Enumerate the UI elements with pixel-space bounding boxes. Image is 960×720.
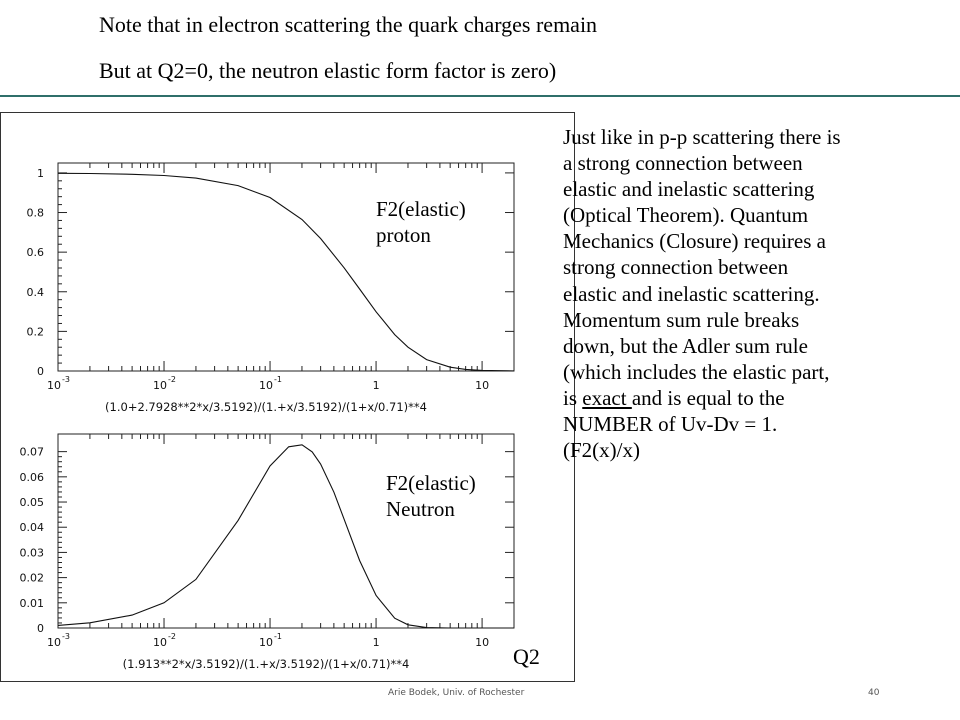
slide-heading-line-2: But at Q2=0, the neutron elastic form fa… — [99, 58, 557, 83]
proton-label-line-1: F2(elastic) — [376, 197, 466, 221]
underlined-exact: exact — [582, 385, 632, 410]
y-tick-label: 0.01 — [20, 597, 45, 610]
body-text-fragment: and is equal to the — [631, 385, 785, 410]
proton-curve-label: F2(elastic) proton — [376, 196, 466, 248]
x-tick-exponent: -2 — [168, 375, 176, 384]
body-line: (Optical Theorem). Quantum — [563, 203, 809, 228]
body-line: NUMBER of Uv-Dv = 1. — [563, 412, 778, 437]
body-line: strong connection between — [563, 255, 789, 280]
x-tick-label: 10 — [259, 636, 273, 649]
body-line: is exact and is equal to the — [563, 385, 948, 411]
y-tick-label: 0.03 — [20, 546, 45, 559]
x-tick-exponent: -1 — [274, 375, 282, 384]
x-tick-label: 10 — [47, 379, 61, 392]
body-line: down, but the Adler sum rule — [563, 333, 808, 358]
x-tick-label: 10 — [47, 636, 61, 649]
q2-axis-note: Q2 — [513, 644, 540, 669]
neutron-label-line-1: F2(elastic) — [386, 471, 476, 495]
x-tick-label: 10 — [153, 636, 167, 649]
y-tick-label: 1 — [37, 167, 44, 180]
y-tick-label: 0.04 — [20, 521, 45, 534]
x-tick-label: 10 — [475, 636, 489, 649]
proton-label-line-2: proton — [376, 223, 431, 247]
x-tick-exponent: -3 — [62, 632, 70, 641]
x-tick-label: 10 — [153, 379, 167, 392]
plot-panel-border — [0, 112, 575, 682]
body-text-fragment: is — [563, 385, 583, 410]
body-line: elastic and inelastic scattering — [563, 177, 815, 202]
neutron-curve-label: F2(elastic) Neutron — [386, 470, 476, 522]
body-line: (which includes the elastic part, — [563, 359, 830, 384]
explanation-text: Just like in p-p scattering there is a s… — [563, 124, 948, 463]
slide-heading-line-1: Note that in electron scattering the qua… — [99, 12, 598, 37]
y-tick-label: 0.05 — [20, 496, 45, 509]
accent-divider — [0, 95, 960, 97]
plot-axes-frame — [57, 433, 515, 629]
x-tick-label: 1 — [373, 636, 380, 649]
y-tick-label: 0.2 — [27, 325, 45, 338]
x-tick-label: 10 — [475, 379, 489, 392]
x-tick-label: 1 — [373, 379, 380, 392]
x-tick-label: 10 — [259, 379, 273, 392]
y-tick-label: 0 — [37, 622, 44, 635]
x-tick-exponent: -3 — [62, 375, 70, 384]
neutron-label-line-2: Neutron — [386, 497, 455, 521]
x-axis-formula: (1.913**2*x/3.5192)/(1.+x/3.5192)/(1+x/0… — [123, 657, 410, 671]
y-tick-label: 0.8 — [27, 207, 45, 220]
series-curve — [57, 444, 514, 629]
body-line: Just like in p-p scattering there is — [563, 125, 841, 149]
y-tick-label: 0.02 — [20, 572, 45, 585]
x-axis-formula: (1.0+2.7928**2*x/3.5192)/(1.+x/3.5192)/(… — [105, 400, 427, 414]
body-line: a strong connection between — [563, 151, 803, 176]
x-tick-exponent: -2 — [168, 632, 176, 641]
page-number: 40 — [868, 688, 880, 698]
footer-author: Arie Bodek, Univ. of Rochester — [388, 688, 525, 698]
x-tick-exponent: -1 — [274, 632, 282, 641]
y-tick-label: 0.6 — [27, 246, 45, 259]
y-tick-label: 0.4 — [27, 286, 45, 299]
body-line: (F2(x)/x) — [563, 438, 640, 463]
plot-axes-frame — [57, 162, 515, 372]
y-tick-label: 0.07 — [20, 446, 45, 459]
y-tick-label: 0.06 — [20, 471, 45, 484]
y-tick-label: 0 — [37, 365, 44, 378]
body-line: Mechanics (Closure) requires a — [563, 229, 826, 254]
series-curve — [57, 172, 515, 372]
body-line: Momentum sum rule breaks — [563, 307, 800, 332]
body-line: elastic and inelastic scattering. — [563, 281, 820, 306]
